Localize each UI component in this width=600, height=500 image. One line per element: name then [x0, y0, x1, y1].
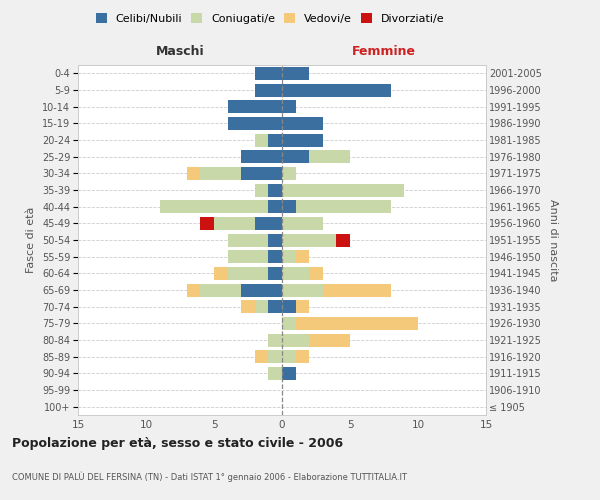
Bar: [296, 250, 309, 263]
Bar: [282, 234, 337, 246]
Bar: [282, 367, 296, 380]
Bar: [227, 267, 268, 280]
Bar: [282, 217, 323, 230]
Bar: [200, 167, 241, 180]
Bar: [241, 300, 255, 313]
Bar: [268, 250, 282, 263]
Bar: [187, 284, 200, 296]
Bar: [296, 300, 309, 313]
Bar: [282, 184, 404, 196]
Bar: [282, 250, 296, 263]
Bar: [255, 217, 282, 230]
Bar: [309, 334, 350, 346]
Bar: [282, 67, 309, 80]
Bar: [282, 150, 309, 163]
Bar: [282, 284, 323, 296]
Text: Maschi: Maschi: [155, 45, 205, 58]
Bar: [160, 200, 268, 213]
Text: COMUNE DI PALÙ DEL FERSINA (TN) - Dati ISTAT 1° gennaio 2006 - Elaborazione TUTT: COMUNE DI PALÙ DEL FERSINA (TN) - Dati I…: [12, 472, 407, 482]
Bar: [268, 334, 282, 346]
Legend: Celibi/Nubili, Coniugati/e, Vedovi/e, Divorziati/e: Celibi/Nubili, Coniugati/e, Vedovi/e, Di…: [95, 13, 445, 24]
Bar: [282, 300, 296, 313]
Bar: [282, 117, 323, 130]
Text: Femmine: Femmine: [352, 45, 416, 58]
Bar: [255, 184, 268, 196]
Bar: [268, 234, 282, 246]
Bar: [268, 350, 282, 363]
Bar: [227, 117, 282, 130]
Bar: [282, 167, 296, 180]
Bar: [241, 150, 282, 163]
Text: Popolazione per età, sesso e stato civile - 2006: Popolazione per età, sesso e stato civil…: [12, 438, 343, 450]
Bar: [309, 150, 350, 163]
Bar: [227, 250, 268, 263]
Bar: [282, 267, 309, 280]
Bar: [241, 167, 282, 180]
Bar: [200, 284, 241, 296]
Bar: [255, 84, 282, 96]
Bar: [323, 284, 391, 296]
Bar: [282, 84, 391, 96]
Bar: [282, 317, 296, 330]
Bar: [268, 367, 282, 380]
Bar: [200, 217, 214, 230]
Bar: [282, 334, 309, 346]
Bar: [227, 234, 268, 246]
Bar: [282, 200, 296, 213]
Bar: [255, 134, 268, 146]
Bar: [268, 184, 282, 196]
Bar: [282, 350, 296, 363]
Bar: [337, 234, 350, 246]
Bar: [309, 267, 323, 280]
Bar: [282, 134, 323, 146]
Bar: [282, 100, 296, 113]
Bar: [296, 200, 391, 213]
Bar: [268, 200, 282, 213]
Bar: [214, 217, 255, 230]
Bar: [255, 350, 268, 363]
Bar: [187, 167, 200, 180]
Bar: [214, 267, 227, 280]
Bar: [255, 67, 282, 80]
Bar: [227, 100, 282, 113]
Bar: [268, 134, 282, 146]
Y-axis label: Anni di nascita: Anni di nascita: [548, 198, 559, 281]
Bar: [241, 284, 282, 296]
Bar: [268, 267, 282, 280]
Bar: [296, 317, 418, 330]
Y-axis label: Fasce di età: Fasce di età: [26, 207, 37, 273]
Bar: [268, 300, 282, 313]
Bar: [255, 300, 268, 313]
Bar: [296, 350, 309, 363]
